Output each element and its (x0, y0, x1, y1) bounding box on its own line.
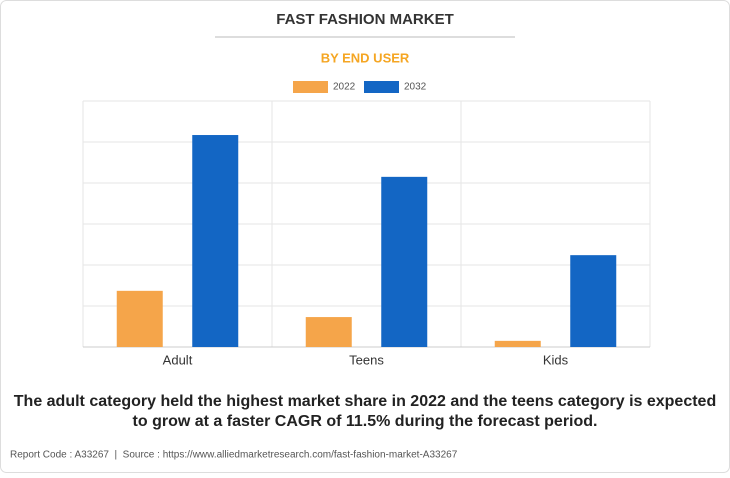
chart-title: FAST FASHION MARKET (276, 11, 454, 28)
bar (570, 255, 617, 347)
legend-label: 2022 (333, 82, 356, 93)
bar (494, 340, 541, 347)
footer: Report Code : A33267 | Source : https://… (10, 450, 458, 461)
bar (116, 290, 163, 347)
x-tick-label: Teens (349, 352, 384, 367)
caption-box: The adult category held the highest mark… (13, 393, 717, 430)
legend-swatch (364, 81, 399, 93)
bar (192, 135, 239, 347)
legend-label: 2032 (404, 82, 427, 93)
bar (305, 317, 352, 347)
legend-swatch (293, 81, 328, 93)
x-tick-label: Adult (163, 352, 193, 367)
bar (381, 176, 428, 347)
chart-subtitle: BY END USER (321, 50, 410, 65)
caption: The adult category held the highest mark… (13, 393, 717, 430)
x-tick-label: Kids (543, 352, 569, 367)
